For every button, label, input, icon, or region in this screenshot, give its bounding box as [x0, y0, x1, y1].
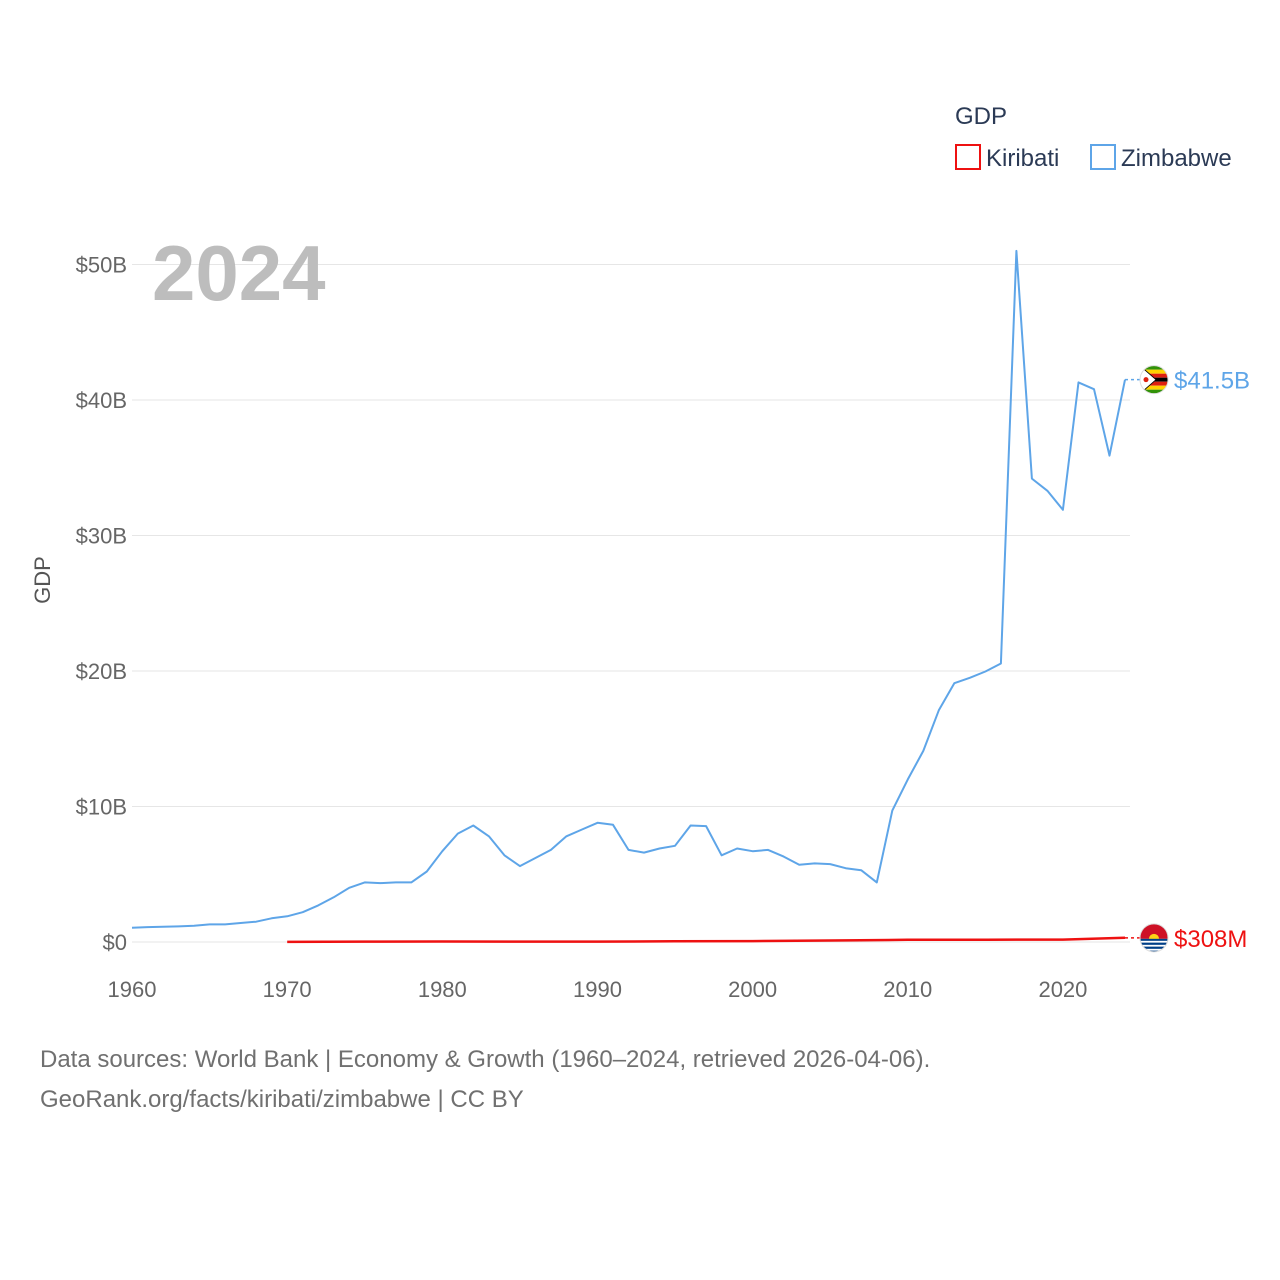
legend-item-zimbabwe[interactable]: Zimbabwe: [1090, 144, 1232, 172]
y-tick-label: $0: [103, 930, 127, 955]
legend-swatch-zimbabwe: [1090, 144, 1116, 170]
gridlines: [132, 264, 1130, 943]
x-tick-label: 1990: [573, 977, 622, 1002]
data-source-line: Data sources: World Bank | Economy & Gro…: [40, 1046, 931, 1073]
y-tick-label: $30B: [76, 524, 127, 549]
series-lines: [131, 249, 1126, 944]
y-tick-label: $10B: [76, 795, 127, 820]
x-tick-label: 1980: [418, 977, 467, 1002]
x-tick-label: 2000: [728, 977, 777, 1002]
y-axis-ticks: $0 $10B $20B $30B $40B $50B: [76, 253, 127, 956]
data-source-footer: Data sources: World Bank | Economy & Gro…: [40, 1040, 930, 1120]
legend-title: GDP: [955, 103, 1007, 130]
y-axis-label: GDP: [30, 556, 55, 604]
x-axis-ticks: 1960 1970 1980 1990 2000 2010 2020: [108, 977, 1088, 1002]
end-value-label-kiribati: $308M: [1174, 926, 1247, 953]
legend: GDP Kiribati Zimbabwe: [955, 103, 1232, 172]
y-tick-label: $50B: [76, 253, 127, 278]
x-tick-label: 2010: [883, 977, 932, 1002]
series-line-zimbabwe[interactable]: [131, 249, 1126, 929]
legend-label-zimbabwe: Zimbabwe: [1121, 145, 1232, 172]
legend-item-kiribati[interactable]: Kiribati: [955, 144, 1059, 172]
x-tick-label: 1960: [108, 977, 157, 1002]
legend-label-kiribati: Kiribati: [986, 145, 1059, 172]
year-watermark: 2024: [152, 229, 326, 317]
zimbabwe-flag-icon: [1139, 365, 1169, 395]
series-endpoints: $308M $41.5B: [1125, 365, 1250, 953]
y-tick-label: $40B: [76, 388, 127, 413]
legend-swatch-kiribati: [955, 144, 981, 170]
kiribati-flag-icon: [1139, 923, 1169, 953]
series-line-kiribati[interactable]: [287, 936, 1126, 944]
y-tick-label: $20B: [76, 659, 127, 684]
end-value-label-zimbabwe: $41.5B: [1174, 368, 1250, 395]
x-tick-label: 2020: [1038, 977, 1087, 1002]
x-tick-label: 1970: [263, 977, 312, 1002]
source-url-line[interactable]: GeoRank.org/facts/kiribati/zimbabwe | CC…: [40, 1086, 524, 1113]
